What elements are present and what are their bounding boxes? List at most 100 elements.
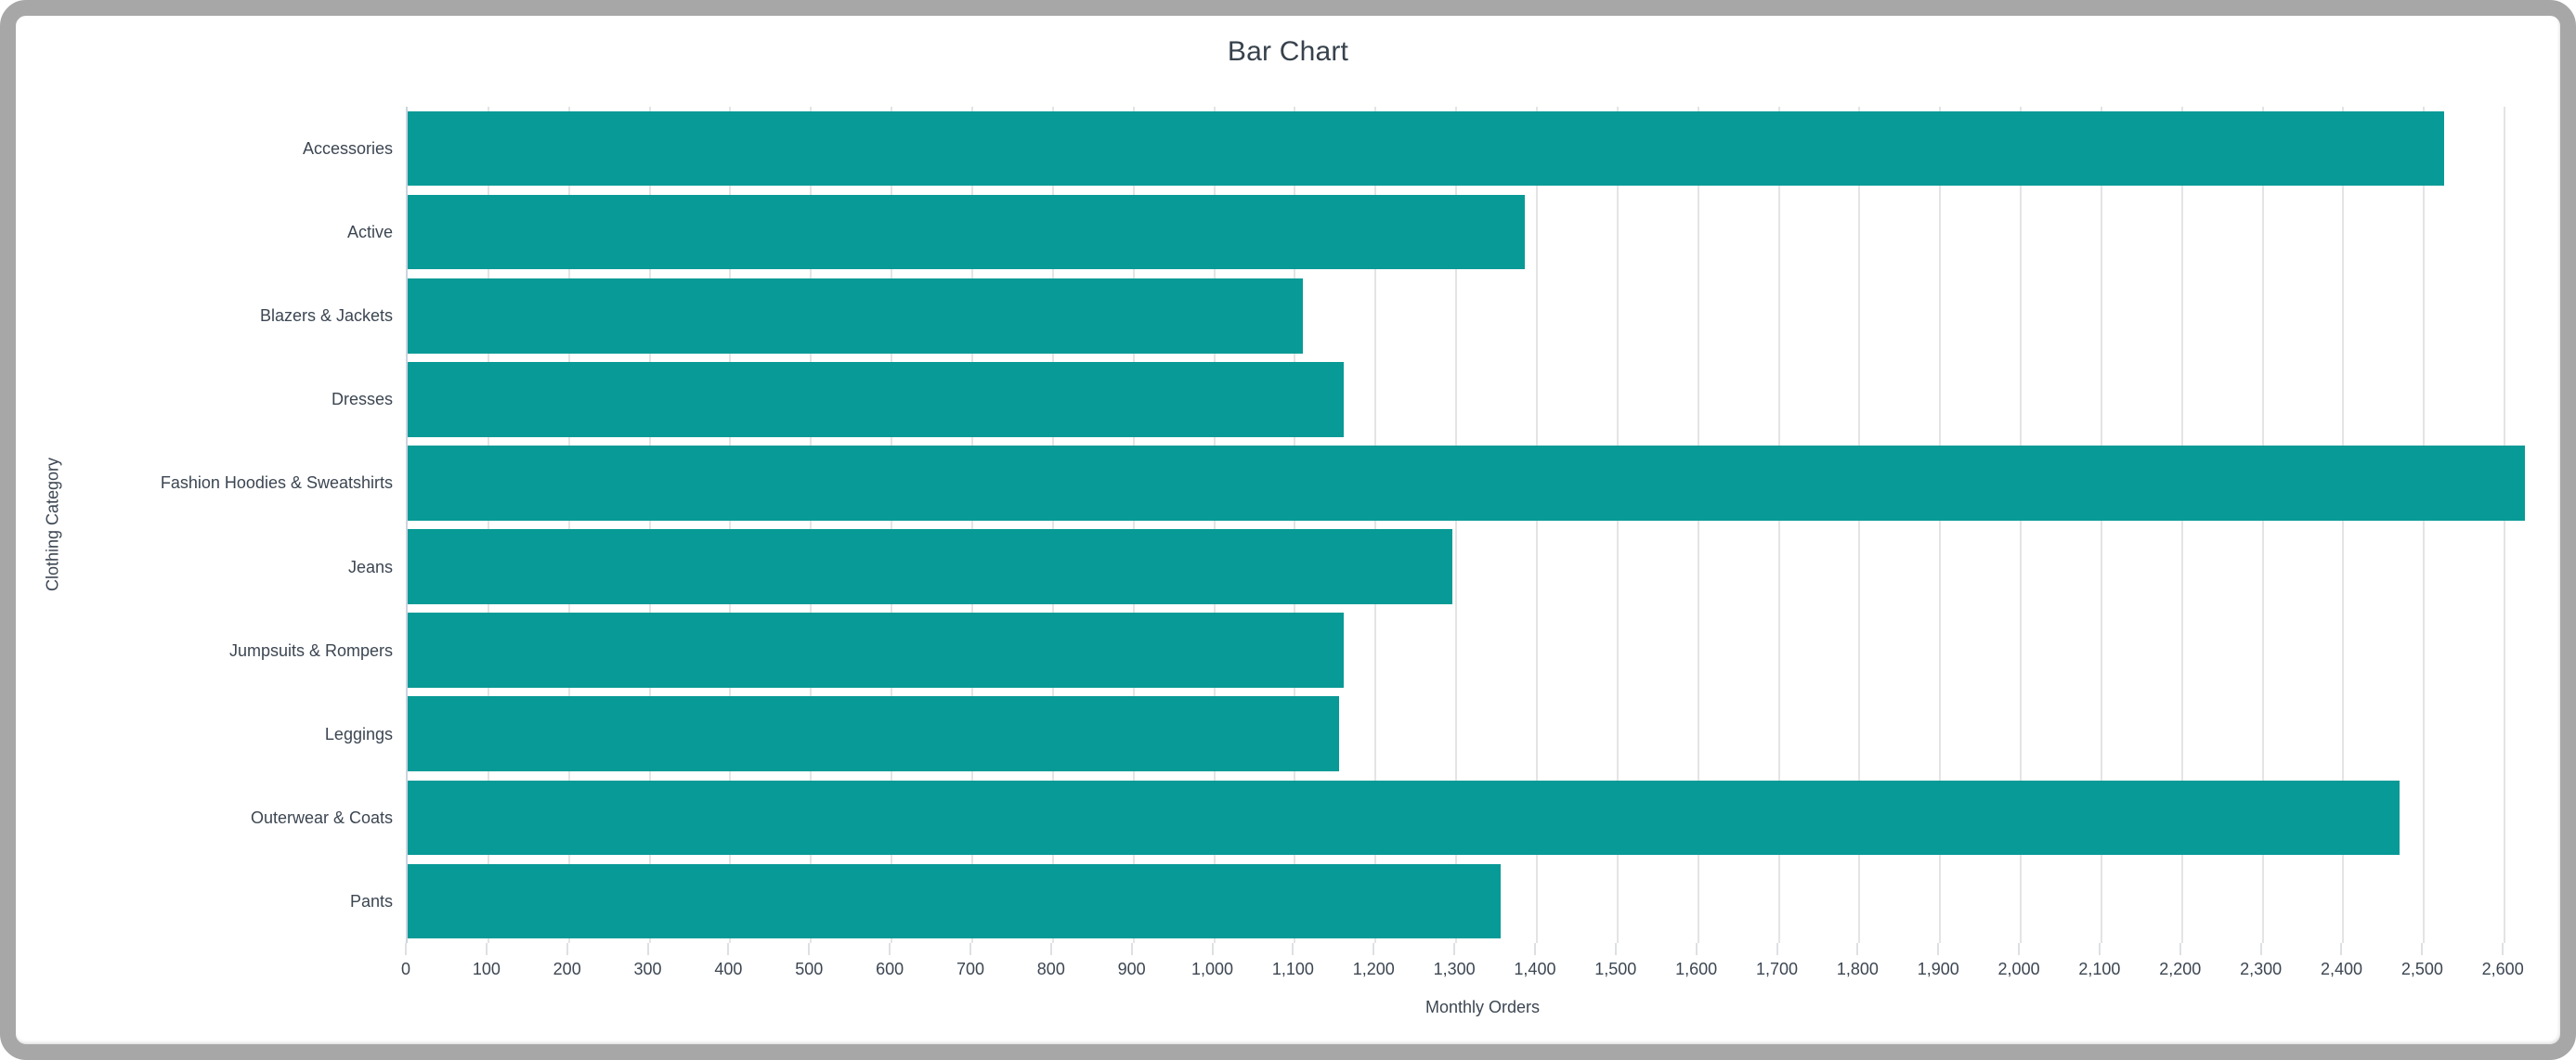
x-tick-label: 1,200 bbox=[1352, 960, 1395, 978]
y-tick-label-fashion-hoodies-sweatshirts: Fashion Hoodies & Sweatshirts bbox=[160, 473, 393, 493]
y-tick-label-jumpsuits-rompers: Jumpsuits & Rompers bbox=[228, 640, 393, 660]
x-tick-mark bbox=[2179, 943, 2181, 955]
gridline-1100 bbox=[1294, 107, 1296, 943]
bar-accessories[interactable] bbox=[408, 110, 2445, 187]
gridline-2600 bbox=[2504, 107, 2506, 943]
x-tick-mark bbox=[2259, 943, 2262, 955]
gridline-1000 bbox=[1213, 107, 1216, 943]
x-tick-label: 2,200 bbox=[2159, 960, 2202, 978]
bar-jumpsuits-rompers[interactable] bbox=[408, 613, 1344, 688]
gridline-900 bbox=[1132, 107, 1135, 943]
y-axis-title: Clothing Category bbox=[43, 457, 62, 592]
x-tick-mark bbox=[1856, 943, 1859, 955]
x-tick-mark bbox=[727, 943, 730, 955]
x-tick-label: 2,300 bbox=[2240, 960, 2283, 978]
bar-jeans[interactable] bbox=[408, 529, 1452, 604]
y-tick-label-pants: Pants bbox=[349, 891, 393, 911]
gridline-1300 bbox=[1455, 107, 1458, 943]
x-tick-mark bbox=[1130, 943, 1133, 955]
x-tick-mark bbox=[2340, 943, 2343, 955]
bar-outerwear-coats[interactable] bbox=[408, 780, 2400, 856]
y-tick-label-leggings: Leggings bbox=[324, 724, 393, 743]
x-tick-label: 2,600 bbox=[2481, 960, 2524, 978]
y-tick-label-active: Active bbox=[346, 223, 393, 242]
y-tick-label-blazers-jackets: Blazers & Jackets bbox=[259, 306, 393, 326]
x-tick-mark bbox=[969, 943, 971, 955]
x-tick-mark bbox=[1373, 943, 1375, 955]
bar-chart: Bar Chart 0 100 200 300 400 500 600 700 800 900 1,… bbox=[16, 16, 2560, 1044]
bar-leggings[interactable] bbox=[408, 696, 1340, 772]
x-tick-label: 900 bbox=[1117, 960, 1146, 978]
x-tick-label: 800 bbox=[1036, 960, 1065, 978]
x-tick-mark bbox=[1937, 943, 1940, 955]
gridline-1400 bbox=[1535, 107, 1538, 943]
x-tick-label: 500 bbox=[795, 960, 824, 978]
gridline-1900 bbox=[1939, 107, 1942, 943]
x-tick-mark bbox=[1292, 943, 1295, 955]
x-tick-label: 1,100 bbox=[1271, 960, 1314, 978]
bar-dresses[interactable] bbox=[408, 362, 1344, 437]
x-tick-label: 2,500 bbox=[2400, 960, 2443, 978]
x-tick-mark bbox=[808, 943, 811, 955]
gridline-1600 bbox=[1697, 107, 1699, 943]
x-tick-label: 1,000 bbox=[1191, 960, 1234, 978]
bar-blazers-jackets[interactable] bbox=[408, 278, 1304, 354]
y-tick-label-jeans: Jeans bbox=[347, 557, 393, 576]
x-tick-label: 1,900 bbox=[1917, 960, 1959, 978]
gridline-1800 bbox=[1858, 107, 1861, 943]
x-tick-mark bbox=[1614, 943, 1617, 955]
gridline-2300 bbox=[2261, 107, 2264, 943]
x-tick-mark bbox=[566, 943, 568, 955]
x-tick-label: 400 bbox=[714, 960, 743, 978]
x-tick-label: 0 bbox=[400, 960, 410, 978]
bar-fashion-hoodies-sweatshirts[interactable] bbox=[408, 446, 2525, 521]
gridline-2400 bbox=[2342, 107, 2345, 943]
gridline-100 bbox=[487, 107, 489, 943]
gridline-500 bbox=[810, 107, 813, 943]
x-tick-label: 1,800 bbox=[1836, 960, 1879, 978]
y-tick-label-outerwear-coats: Outerwear & Coats bbox=[250, 808, 393, 827]
x-tick-mark bbox=[1049, 943, 1052, 955]
gridline-2200 bbox=[2180, 107, 2183, 943]
x-tick-mark bbox=[2098, 943, 2101, 955]
bar-active[interactable] bbox=[408, 194, 1525, 270]
gridline-700 bbox=[970, 107, 973, 943]
x-tick-label: 700 bbox=[956, 960, 984, 978]
x-tick-label: 100 bbox=[472, 960, 501, 978]
x-tick-mark bbox=[646, 943, 649, 955]
x-tick-label: 2,100 bbox=[2078, 960, 2121, 978]
y-tick-label-accessories: Accessories bbox=[302, 139, 393, 159]
chart-title: Bar Chart bbox=[1227, 36, 1349, 67]
gridline-1500 bbox=[1616, 107, 1619, 943]
gridline-300 bbox=[648, 107, 651, 943]
gridline-1700 bbox=[1777, 107, 1780, 943]
x-tick-label: 2,000 bbox=[1997, 960, 2040, 978]
y-tick-label-dresses: Dresses bbox=[331, 390, 393, 409]
gridline-600 bbox=[891, 107, 893, 943]
gridline-2500 bbox=[2423, 107, 2426, 943]
x-tick-label: 1,700 bbox=[1755, 960, 1799, 978]
bar-pants[interactable] bbox=[408, 863, 1501, 939]
x-tick-label: 300 bbox=[633, 960, 662, 978]
x-tick-mark bbox=[1453, 943, 1456, 955]
gridline-2000 bbox=[2020, 107, 2023, 943]
x-tick-label: 1,300 bbox=[1433, 960, 1476, 978]
x-tick-mark bbox=[2421, 943, 2424, 955]
gridline-800 bbox=[1051, 107, 1054, 943]
x-axis-title: Monthly Orders bbox=[1425, 998, 1541, 1016]
x-tick-label: 200 bbox=[553, 960, 581, 978]
x-tick-mark bbox=[485, 943, 488, 955]
x-tick-mark bbox=[1776, 943, 1778, 955]
x-tick-mark bbox=[405, 943, 407, 955]
x-tick-label: 1,400 bbox=[1514, 960, 1556, 978]
gridline-400 bbox=[729, 107, 732, 943]
gridline-2100 bbox=[2100, 107, 2102, 943]
gridline-200 bbox=[567, 107, 570, 943]
x-tick-mark bbox=[889, 943, 891, 955]
x-tick-mark bbox=[1211, 943, 1214, 955]
x-tick-label: 600 bbox=[876, 960, 904, 978]
x-tick-mark bbox=[1695, 943, 1698, 955]
gridline-1200 bbox=[1374, 107, 1377, 943]
plot-area bbox=[406, 107, 2560, 943]
